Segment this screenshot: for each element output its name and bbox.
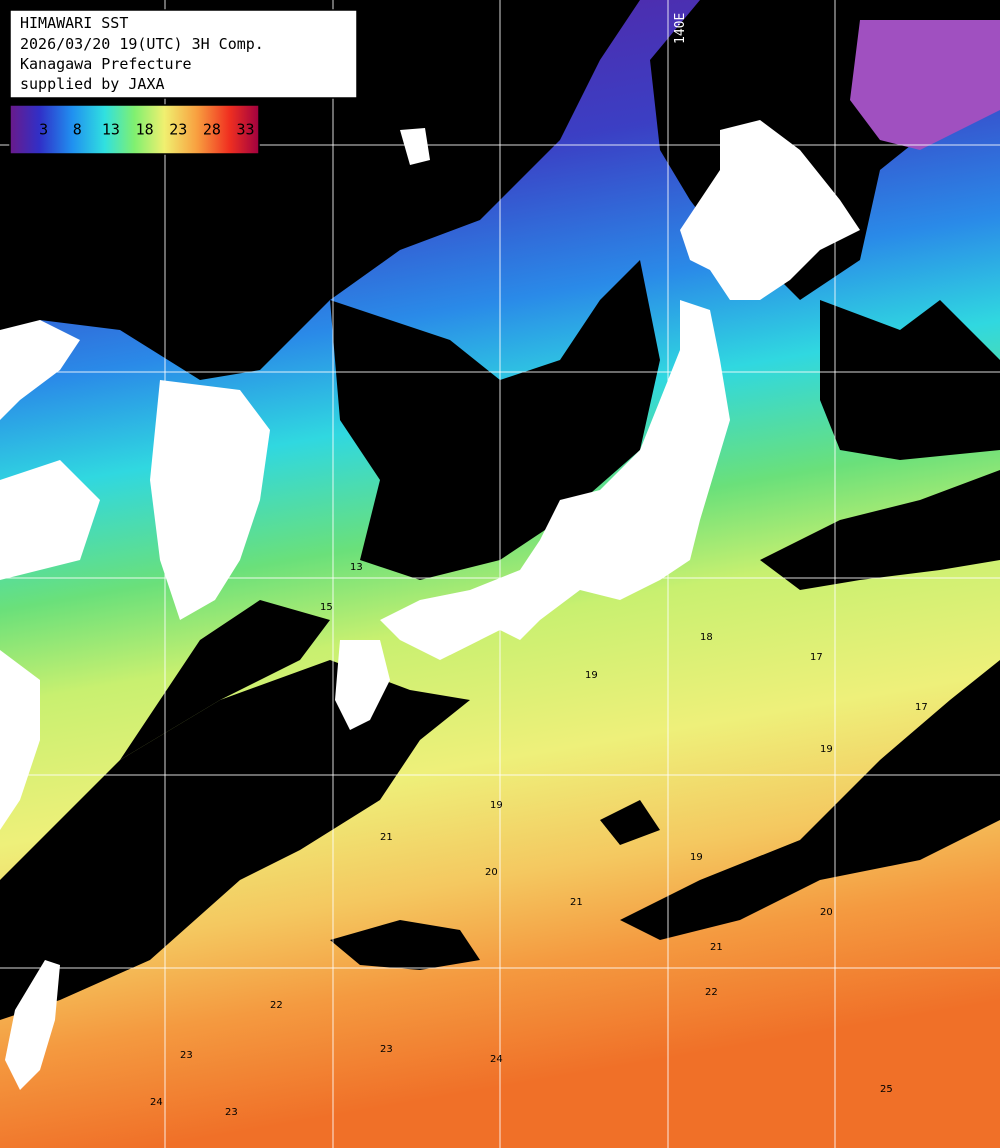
- colorbar-tick-label: 28: [203, 121, 221, 139]
- contour-label: 25: [880, 1084, 893, 1095]
- header-line: supplied by JAXA: [20, 75, 165, 93]
- contour-label: 17: [810, 652, 823, 663]
- colorbar: [9, 104, 260, 155]
- contour-label: 19: [585, 670, 598, 681]
- contour-label: 22: [705, 987, 718, 998]
- contour-label: 20: [485, 867, 498, 878]
- contour-label: 22: [270, 1000, 283, 1011]
- colorbar-tick-label: 33: [237, 121, 255, 139]
- contour-label: 18: [700, 632, 713, 643]
- colorbar-tick-label: 3: [39, 121, 48, 139]
- contour-label: 20: [820, 907, 833, 918]
- colorbar-tick-label: 8: [73, 121, 82, 139]
- contour-label: 15: [320, 602, 333, 613]
- contour-label: 23: [225, 1107, 238, 1118]
- header-line: 2026/03/20 19(UTC) 3H Comp.: [20, 35, 264, 53]
- contour-label: 19: [490, 800, 503, 811]
- colorbar-tick-label: 13: [102, 121, 120, 139]
- header-line: Kanagawa Prefecture: [20, 55, 192, 73]
- contour-label: 19: [690, 852, 703, 863]
- header-line: HIMAWARI SST: [20, 14, 128, 32]
- header-box: [9, 9, 358, 99]
- contour-label: 24: [150, 1097, 163, 1108]
- latitude-label: 40N: [14, 355, 37, 370]
- contour-label: 24: [490, 1054, 503, 1065]
- contour-label: 19: [820, 744, 833, 755]
- contour-label: 21: [570, 897, 583, 908]
- cloud-cover: [0, 0, 1000, 1020]
- contour-label: 17: [915, 702, 928, 713]
- colorbar-ticks: 3 8 13 18 23 28 33: [39, 121, 254, 139]
- longitude-label: 140E: [673, 13, 688, 44]
- contour-label: 23: [380, 1044, 393, 1055]
- contour-label: 21: [710, 942, 723, 953]
- contour-label: 21: [380, 832, 393, 843]
- colorbar-tick-label: 23: [169, 121, 187, 139]
- colorbar-tick-label: 18: [136, 121, 154, 139]
- contour-label: 23: [180, 1050, 193, 1061]
- land: [0, 20, 1000, 1090]
- contour-label: 13: [350, 562, 363, 573]
- contour-labels: 13 15 17 17 18 19 19 19 19 20 20 21 21 21 22 22 23 23 23 24…: [150, 562, 928, 1118]
